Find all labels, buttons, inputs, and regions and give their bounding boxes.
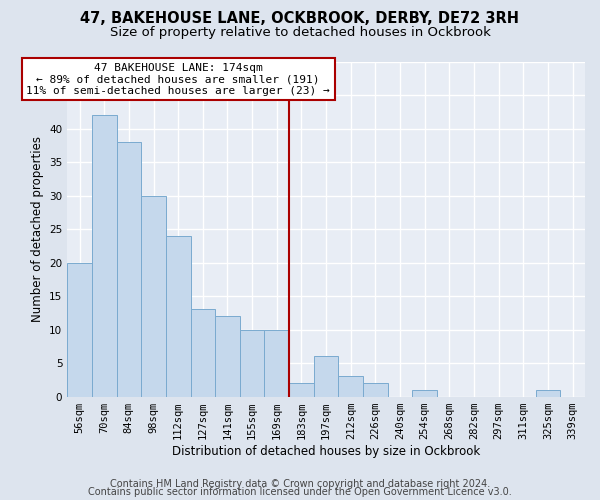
Bar [412,390,437,396]
Bar [240,330,265,396]
Bar [166,236,191,396]
Bar [338,376,363,396]
Bar [314,356,338,397]
Bar [141,196,166,396]
Text: Size of property relative to detached houses in Ockbrook: Size of property relative to detached ho… [110,26,490,39]
Text: 47 BAKEHOUSE LANE: 174sqm
← 89% of detached houses are smaller (191)
11% of semi: 47 BAKEHOUSE LANE: 174sqm ← 89% of detac… [26,63,330,96]
X-axis label: Distribution of detached houses by size in Ockbrook: Distribution of detached houses by size … [172,444,480,458]
Bar [191,310,215,396]
Bar [265,330,289,396]
Bar [92,115,116,396]
Bar [215,316,240,396]
Bar [536,390,560,396]
Bar [67,262,92,396]
Text: 47, BAKEHOUSE LANE, OCKBROOK, DERBY, DE72 3RH: 47, BAKEHOUSE LANE, OCKBROOK, DERBY, DE7… [80,11,520,26]
Bar [116,142,141,397]
Text: Contains public sector information licensed under the Open Government Licence v3: Contains public sector information licen… [88,487,512,497]
Y-axis label: Number of detached properties: Number of detached properties [31,136,44,322]
Bar [289,383,314,396]
Text: Contains HM Land Registry data © Crown copyright and database right 2024.: Contains HM Land Registry data © Crown c… [110,479,490,489]
Bar [363,383,388,396]
